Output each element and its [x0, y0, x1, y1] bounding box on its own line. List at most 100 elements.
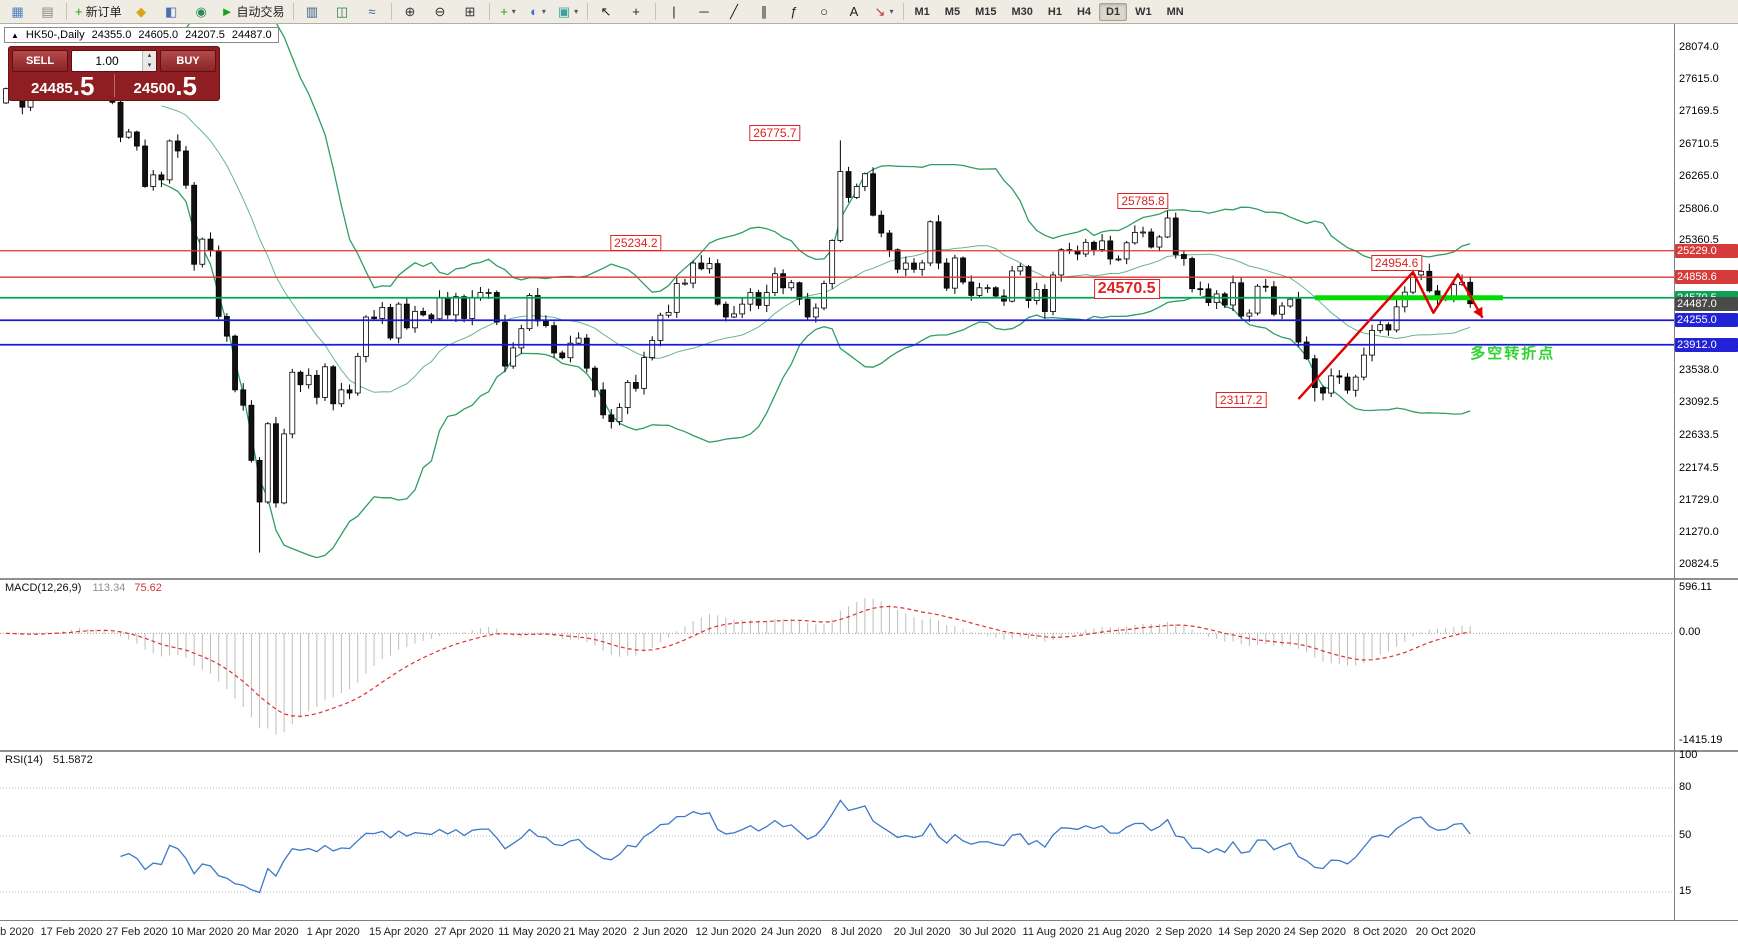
chart-title-tab[interactable]: ▲ HK50-,Daily 24355.0 24605.0 24207.5 24… — [4, 27, 279, 43]
shapes-icon: ○ — [820, 4, 828, 19]
price-annotation[interactable]: 25785.8 — [1117, 193, 1169, 210]
timeframe-d1-button[interactable]: D1 — [1099, 2, 1128, 21]
auto-trading-button[interactable]: ► 自动交易 — [217, 1, 289, 23]
date-tick-label: 20 Oct 2020 — [1415, 926, 1476, 938]
timeframe-m30-button[interactable]: M30 — [1011, 5, 1033, 18]
toolbar-separator — [654, 3, 656, 20]
date-tick-label: 20 Mar 2020 — [236, 926, 299, 938]
sell-price[interactable]: 24485.5 — [12, 73, 114, 99]
price-annotation[interactable]: 24954.6 — [1370, 254, 1423, 271]
price-annotation[interactable]: 23117.2 — [1215, 391, 1267, 408]
candlestick-chart-button[interactable]: ◫ — [328, 1, 357, 23]
new-chart-button[interactable]: ▦ — [3, 1, 32, 23]
timeframe-m5-button[interactable]: M5 — [944, 5, 961, 18]
navigator-button[interactable]: ◉ — [187, 1, 216, 23]
macd-pane[interactable] — [0, 580, 1674, 750]
bar-chart-button[interactable]: ▥ — [298, 1, 327, 23]
rsi-tick-label: 15 — [1679, 885, 1692, 897]
macd-tick-label: 0.00 — [1679, 626, 1701, 639]
dropdown-caret-icon: ▾ — [511, 7, 516, 16]
panel-splitter[interactable] — [0, 578, 1738, 580]
profiles-icon: ▤ — [41, 4, 54, 19]
timeframe-w1-button[interactable]: W1 — [1135, 5, 1152, 18]
panel-splitter[interactable] — [0, 750, 1738, 752]
collapse-icon: ▲ — [11, 30, 19, 40]
trendline-button[interactable]: ╱ — [720, 1, 749, 23]
price-tick-label: 23092.5 — [1679, 396, 1719, 409]
time-scale-border — [0, 920, 1738, 921]
shapes-button[interactable]: ○ — [810, 1, 839, 23]
market-watch-button[interactable]: ◆ — [127, 1, 156, 23]
indicators-button[interactable]: + ▾ — [494, 1, 523, 23]
note-annotation[interactable]: 多空转折点 — [1470, 344, 1556, 362]
clock-icon: ◐ — [530, 4, 538, 19]
price-annotation[interactable]: 25234.2 — [610, 234, 662, 251]
rsi-name: RSI(14) — [5, 754, 43, 766]
zoom-in-button[interactable]: ⊕ — [396, 1, 425, 23]
zoom-in-icon: ⊕ — [404, 4, 416, 19]
rsi-pane[interactable] — [0, 752, 1674, 920]
date-tick-label: 1 Apr 2020 — [306, 926, 360, 938]
text-button[interactable]: A — [840, 1, 869, 23]
date-tick-label: 11 May 2020 — [498, 926, 561, 938]
dropdown-caret-icon: ▾ — [889, 7, 894, 16]
profiles-button[interactable]: ▤ — [33, 1, 62, 23]
fibonacci-button[interactable]: ƒ — [780, 1, 809, 23]
date-tick-label: 20 Jul 2020 — [893, 926, 951, 938]
cursor-button[interactable]: ↖ — [592, 1, 621, 23]
volume-field[interactable]: 1.00 ▴ ▾ — [71, 50, 157, 72]
main-toolbar: ▦ ▤ + 新订单 ◆ ◧ ◉ ► 自动交易 ▥ ◫ ≈ ⊕ ⊖ ⊞ + ▾ ◐ ▾ ▣ ▾ ↖ + | ─ ╱ ∥ ƒ ○ A ↘ ▾ M1 M… — [0, 0, 1738, 24]
volume-down-button[interactable]: ▾ — [143, 61, 156, 71]
price-marker: 24858.6 — [1675, 270, 1738, 285]
new-order-button[interactable]: + 新订单 — [71, 1, 126, 23]
price-marker: 23912.0 — [1675, 337, 1738, 352]
price-tick-label: 23538.0 — [1679, 364, 1719, 377]
arrows-button[interactable]: ↘ ▾ — [870, 1, 899, 23]
date-tick-label: 12 Jun 2020 — [695, 926, 757, 938]
price-tick-label: 28074.0 — [1679, 40, 1719, 53]
timeframe-m15-button[interactable]: M15 — [975, 5, 997, 18]
horizontal-line-button[interactable]: ─ — [690, 1, 719, 23]
tile-windows-button[interactable]: ⊞ — [456, 1, 485, 23]
toolbar-separator — [292, 3, 294, 20]
timeframe-m1-button[interactable]: M1 — [914, 5, 930, 18]
new-order-button-label: 新订单 — [85, 5, 122, 19]
price-marker: 24487.0 — [1675, 296, 1738, 311]
buy-price[interactable]: 24500.5 — [113, 73, 217, 99]
line-chart-button[interactable]: ≈ — [358, 1, 387, 23]
zoom-out-icon: ⊖ — [434, 4, 446, 19]
sell-button[interactable]: SELL — [12, 50, 68, 72]
date-tick-label: 24 Jun 2020 — [760, 926, 822, 938]
date-tick-label: 24 Sep 2020 — [1283, 926, 1346, 938]
date-tick-label: 15 Apr 2020 — [368, 926, 429, 938]
volume-value[interactable]: 1.00 — [95, 54, 119, 68]
macd-tick-label: -1415.19 — [1679, 734, 1723, 747]
rsi-value: 51.5872 — [52, 754, 93, 766]
timeframe-h4-button[interactable]: H4 — [1076, 5, 1091, 18]
rsi-tick-label: 50 — [1679, 829, 1692, 841]
line-chart-icon: ≈ — [368, 4, 376, 19]
buy-button[interactable]: BUY — [160, 50, 216, 72]
auto-trading-button-label: 自动交易 — [236, 5, 285, 19]
timeframe-mn-button[interactable]: MN — [1166, 5, 1184, 18]
channel-button[interactable]: ∥ — [750, 1, 779, 23]
zoom-out-button[interactable]: ⊖ — [426, 1, 455, 23]
main-chart-canvas[interactable]: ▲ HK50-,Daily 24355.0 24605.0 24207.5 24… — [0, 24, 1674, 578]
horizontal-line-icon: ─ — [699, 4, 709, 19]
volume-up-button[interactable]: ▴ — [143, 51, 156, 61]
price-tick-label: 20824.5 — [1679, 558, 1719, 571]
periods-button[interactable]: ◐ ▾ — [524, 1, 553, 23]
toolbar-separator — [66, 3, 67, 20]
crosshair-button[interactable]: + — [622, 1, 651, 23]
crosshair-icon: + — [632, 4, 640, 19]
macd-tick-label: 596.11 — [1679, 581, 1712, 594]
price-annotation[interactable]: 24570.5 — [1093, 278, 1160, 299]
data-window-button[interactable]: ◧ — [157, 1, 186, 23]
vertical-line-button[interactable]: | — [660, 1, 689, 23]
templates-button[interactable]: ▣ ▾ — [554, 1, 583, 23]
macd-indicator-label: MACD(12,26,9) 113.34 75.62 — [5, 582, 162, 594]
timeframe-h1-button[interactable]: H1 — [1047, 5, 1062, 18]
price-annotation[interactable]: 26775.7 — [749, 124, 801, 141]
auto-trading-icon: ► — [220, 4, 234, 19]
